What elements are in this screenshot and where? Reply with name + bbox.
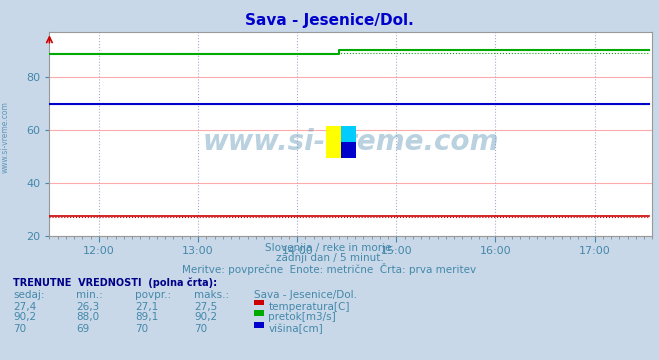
Bar xyxy=(341,126,356,142)
Text: povpr.:: povpr.: xyxy=(135,290,171,300)
Text: 27,4: 27,4 xyxy=(13,302,36,312)
Text: 69: 69 xyxy=(76,324,89,334)
Text: TRENUTNE  VREDNOSTI  (polna črta):: TRENUTNE VREDNOSTI (polna črta): xyxy=(13,277,217,288)
Text: pretok[m3/s]: pretok[m3/s] xyxy=(268,312,336,323)
Text: 26,3: 26,3 xyxy=(76,302,99,312)
Text: 89,1: 89,1 xyxy=(135,312,158,323)
Text: 90,2: 90,2 xyxy=(13,312,36,323)
Text: zadnji dan / 5 minut.: zadnji dan / 5 minut. xyxy=(275,253,384,263)
Text: 27,5: 27,5 xyxy=(194,302,217,312)
Text: višina[cm]: višina[cm] xyxy=(268,324,323,334)
Text: Sava - Jesenice/Dol.: Sava - Jesenice/Dol. xyxy=(245,13,414,28)
Text: 88,0: 88,0 xyxy=(76,312,99,323)
Text: 70: 70 xyxy=(194,324,208,334)
Text: min.:: min.: xyxy=(76,290,103,300)
Bar xyxy=(341,142,356,158)
Text: temperatura[C]: temperatura[C] xyxy=(268,302,350,312)
Text: 90,2: 90,2 xyxy=(194,312,217,323)
Text: Slovenija / reke in morje.: Slovenija / reke in morje. xyxy=(264,243,395,253)
Text: sedaj:: sedaj: xyxy=(13,290,45,300)
Text: 70: 70 xyxy=(135,324,148,334)
Text: Sava - Jesenice/Dol.: Sava - Jesenice/Dol. xyxy=(254,290,357,300)
Text: 27,1: 27,1 xyxy=(135,302,158,312)
Text: www.si-vreme.com: www.si-vreme.com xyxy=(203,128,499,156)
Text: www.si-vreme.com: www.si-vreme.com xyxy=(1,101,10,173)
Bar xyxy=(326,126,341,158)
Text: 70: 70 xyxy=(13,324,26,334)
Text: Meritve: povprečne  Enote: metrične  Črta: prva meritev: Meritve: povprečne Enote: metrične Črta:… xyxy=(183,263,476,275)
Text: maks.:: maks.: xyxy=(194,290,229,300)
